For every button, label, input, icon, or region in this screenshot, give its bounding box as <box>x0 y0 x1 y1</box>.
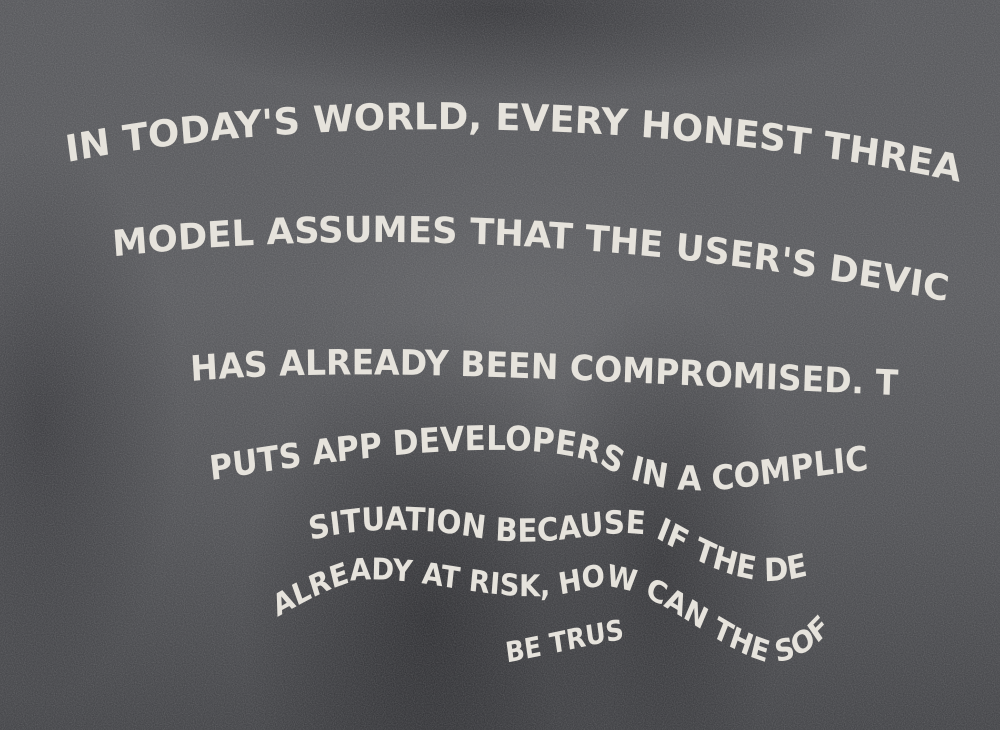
print-line-1: IN TODAY'S WORLD, EVERY HONEST THREAT <box>0 0 965 191</box>
print-line-5: SITUATION BECAUSE IF THE DEVICE IS <box>0 0 809 589</box>
print-line-3: HAS ALREADY BEEN COMPROMISED. THIS <box>0 0 899 404</box>
